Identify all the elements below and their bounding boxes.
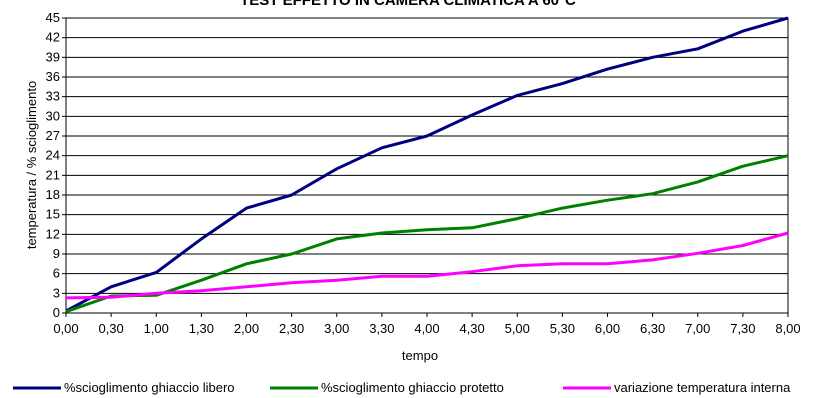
y-tick-label: 36 <box>46 69 60 84</box>
y-axis-title: temperatura / % scioglimento <box>24 81 39 249</box>
y-tick-label: 21 <box>46 167 60 182</box>
x-tick-label: 2,30 <box>279 321 304 336</box>
y-tick-label: 33 <box>46 89 60 104</box>
x-tick-label: 3,30 <box>369 321 394 336</box>
series-line-3 <box>65 231 789 300</box>
x-tick-label: 6,30 <box>640 321 665 336</box>
y-tick-label: 12 <box>46 226 60 241</box>
x-tick-label: 5,00 <box>505 321 530 336</box>
y-tick-label: 18 <box>46 187 60 202</box>
y-tick-label: 6 <box>53 266 60 281</box>
legend: %scioglimento ghiaccio libero %scioglimen… <box>13 380 791 395</box>
y-tick-label: 42 <box>46 30 60 45</box>
x-axis-ticks: 0,00 0,30 1,00 1,30 2,00 2,30 3,00 3,30 4,00 4,30… <box>53 313 801 336</box>
x-tick-label: 4,00 <box>414 321 439 336</box>
series-line-1 <box>65 16 789 313</box>
series-lines <box>65 16 789 314</box>
y-tick-label: 30 <box>46 108 60 123</box>
y-tick-label: 27 <box>46 128 60 143</box>
legend-label-1: %scioglimento ghiaccio libero <box>64 380 235 395</box>
x-tick-label: 1,30 <box>189 321 214 336</box>
x-tick-label: 4,30 <box>459 321 484 336</box>
y-tick-label: 15 <box>46 207 60 222</box>
x-tick-label: 0,00 <box>53 321 78 336</box>
x-tick-label: 5,30 <box>550 321 575 336</box>
x-tick-label: 2,00 <box>234 321 259 336</box>
y-tick-label: 39 <box>46 49 60 64</box>
x-tick-label: 6,00 <box>595 321 620 336</box>
plot-area-border <box>65 17 789 314</box>
x-tick-label: 3,00 <box>324 321 349 336</box>
chart-title: TEST EFFETTO IN CAMERA CLIMATICA A 60°C <box>240 0 576 9</box>
series-line-2 <box>65 154 789 314</box>
y-tick-label: 45 <box>46 10 60 25</box>
x-tick-label: 8,00 <box>775 321 800 336</box>
gridlines <box>66 37 788 294</box>
x-axis-title: tempo <box>402 348 438 363</box>
y-tick-label: 3 <box>53 285 60 300</box>
y-tick-label: 9 <box>53 246 60 261</box>
x-tick-label: 7,30 <box>730 321 755 336</box>
legend-label-2: %scioglimento ghiaccio protetto <box>321 380 504 395</box>
y-tick-label: 24 <box>46 148 60 163</box>
y-tick-label: 0 <box>53 305 60 320</box>
x-tick-label: 1,00 <box>144 321 169 336</box>
x-tick-label: 0,30 <box>98 321 123 336</box>
x-tick-label: 7,00 <box>685 321 710 336</box>
legend-label-3: variazione temperatura interna <box>614 380 791 395</box>
